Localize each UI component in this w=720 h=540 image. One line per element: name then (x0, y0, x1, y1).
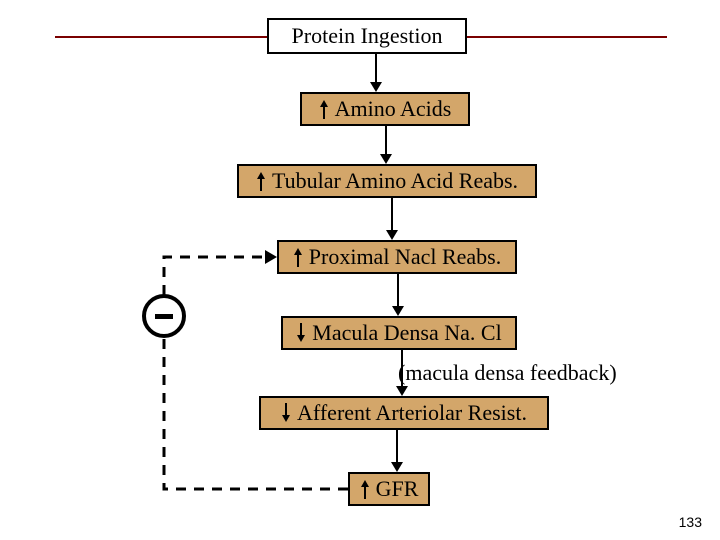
box-label: Afferent Arteriolar Resist. (297, 400, 527, 426)
connector-arrow (389, 274, 407, 316)
up-arrow-icon (360, 478, 370, 500)
box-afferent-resist: Afferent Arteriolar Resist. (259, 396, 549, 430)
macula-feedback-note: (macula densa feedback) (398, 360, 617, 386)
page-number: 133 (679, 514, 702, 530)
connector-arrow (377, 126, 395, 164)
box-label: GFR (376, 476, 419, 502)
down-arrow-icon (281, 402, 291, 424)
page-number-text: 133 (679, 514, 702, 530)
box-label: Amino Acids (335, 96, 452, 122)
connector-arrow (388, 430, 406, 472)
box-label: Macula Densa Na. Cl (312, 320, 501, 346)
up-arrow-icon (319, 98, 329, 120)
box-label: Proximal Nacl Reabs. (309, 244, 501, 270)
box-label: Protein Ingestion (292, 23, 443, 49)
box-proximal-reabs: Proximal Nacl Reabs. (277, 240, 517, 274)
box-protein-ingestion: Protein Ingestion (267, 18, 467, 54)
up-arrow-icon (256, 170, 266, 192)
negative-feedback-icon (142, 294, 186, 338)
up-arrow-icon (293, 246, 303, 268)
minus-icon (155, 314, 173, 319)
connector-arrow (383, 198, 401, 240)
box-amino-acids: Amino Acids (300, 92, 470, 126)
note-text: (macula densa feedback) (398, 360, 617, 385)
box-macula-densa: Macula Densa Na. Cl (281, 316, 517, 350)
box-gfr: GFR (348, 472, 430, 506)
down-arrow-icon (296, 322, 306, 344)
box-tubular-reabs: Tubular Amino Acid Reabs. (237, 164, 537, 198)
connector-arrow (367, 54, 385, 92)
box-label: Tubular Amino Acid Reabs. (272, 168, 518, 194)
